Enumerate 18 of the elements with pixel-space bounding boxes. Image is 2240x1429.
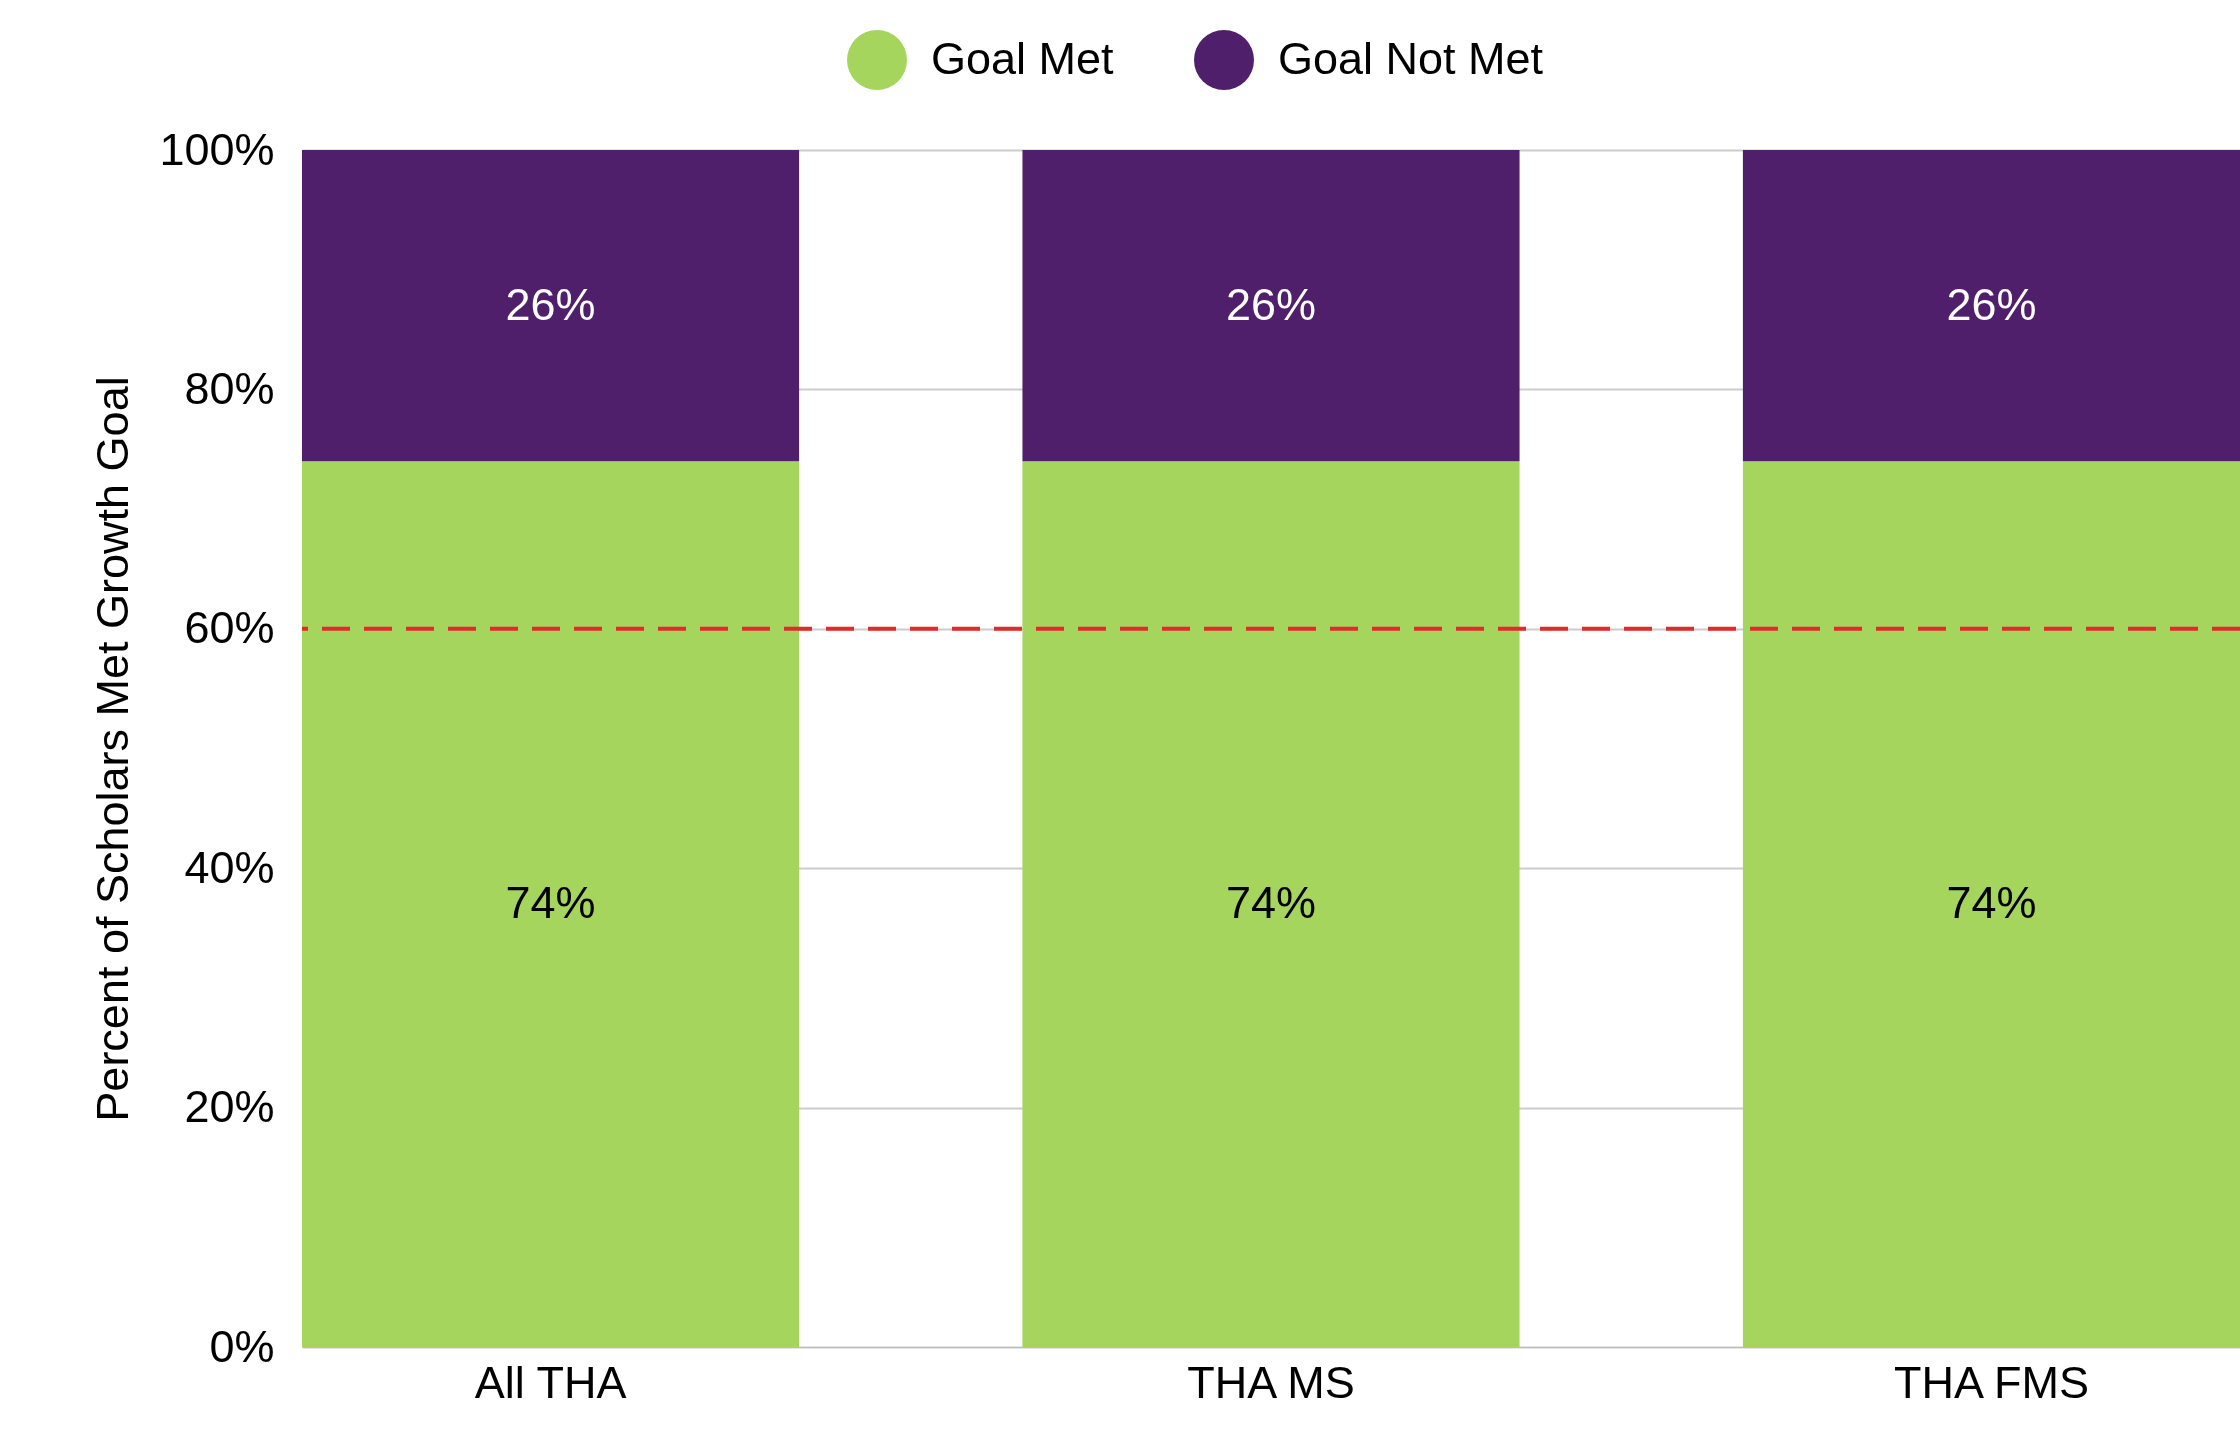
data-label: 74% (1225, 877, 1317, 929)
data-label: 26% (505, 278, 596, 330)
data-label: 26% (1946, 278, 2037, 330)
data-label: 74% (1946, 877, 2037, 929)
y-tick-label: 100% (159, 123, 275, 175)
data-label: 74% (505, 877, 596, 929)
y-tick-label: 0% (209, 1320, 275, 1372)
y-tick-label: 40% (184, 841, 275, 893)
x-tick-label: THA FMS (1893, 1356, 2089, 1408)
y-tick-label: 60% (184, 602, 275, 654)
legend-label: Goal Not Met (1278, 33, 1544, 84)
y-tick-label: 80% (184, 362, 275, 414)
y-tick-label: 20% (184, 1081, 275, 1133)
legend-label: Goal Met (931, 33, 1115, 84)
y-axis-title: Percent of Scholars Met Growth Goal (87, 376, 139, 1122)
data-label: 26% (1225, 278, 1317, 330)
x-tick-label: THA MS (1187, 1356, 1355, 1408)
x-tick-label: All THA (474, 1356, 627, 1408)
